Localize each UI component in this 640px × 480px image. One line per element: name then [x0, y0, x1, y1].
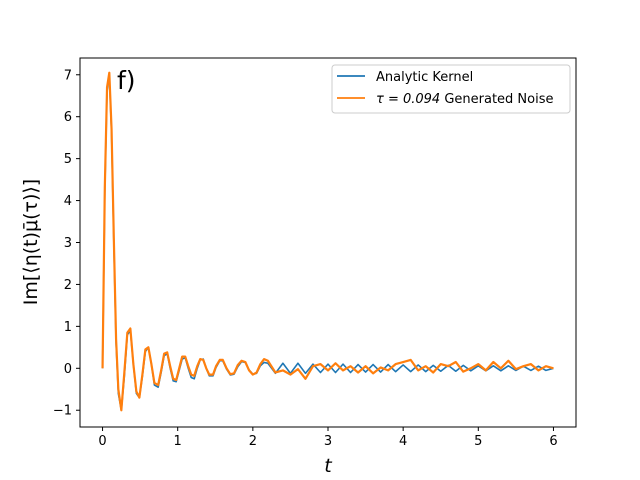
- y-tick-label: 6: [64, 110, 72, 125]
- x-tick-label: 2: [249, 434, 257, 449]
- legend-label-noise-suffix: Generated Noise: [440, 92, 553, 107]
- x-tick-label: 5: [474, 434, 482, 449]
- series-line-generated-noise: [101, 71, 554, 412]
- y-tick-label: 7: [64, 68, 72, 83]
- panel-label: f): [117, 66, 136, 95]
- y-tick-label: 2: [64, 278, 72, 293]
- x-tick-label: 6: [549, 434, 557, 449]
- x-tick-label: 3: [324, 434, 332, 449]
- legend-label-noise: τ = 0.094 Generated Noise: [376, 92, 554, 107]
- x-tick-label: 0: [98, 434, 106, 449]
- legend-box: [331, 64, 571, 114]
- y-tick-label: 3: [64, 236, 72, 251]
- data-lines: [101, 71, 554, 412]
- x-tick-label: 1: [174, 434, 182, 449]
- legend-label-analytic: Analytic Kernel: [376, 70, 473, 85]
- y-tick-label: 1: [64, 320, 72, 335]
- y-tick-label: 5: [64, 152, 72, 167]
- x-tick-label: 4: [399, 434, 407, 449]
- y-tick-label: 0: [64, 362, 72, 377]
- y-tick-label: −1: [53, 404, 72, 419]
- legend: Analytic Kernel τ = 0.094 Generated Nois…: [331, 64, 571, 114]
- x-ticks: 0 1 2 3 4 5 6: [98, 427, 558, 449]
- y-tick-label: 4: [64, 194, 72, 209]
- x-axis-label: t: [324, 455, 333, 477]
- legend-label-noise-prefix: τ = 0.094: [376, 92, 440, 107]
- y-axis-label: Im[⟨η(t)μ̄(τ)⟩]: [20, 179, 42, 305]
- y-ticks: −1 0 1 2 3 4 5 6 7: [53, 68, 80, 419]
